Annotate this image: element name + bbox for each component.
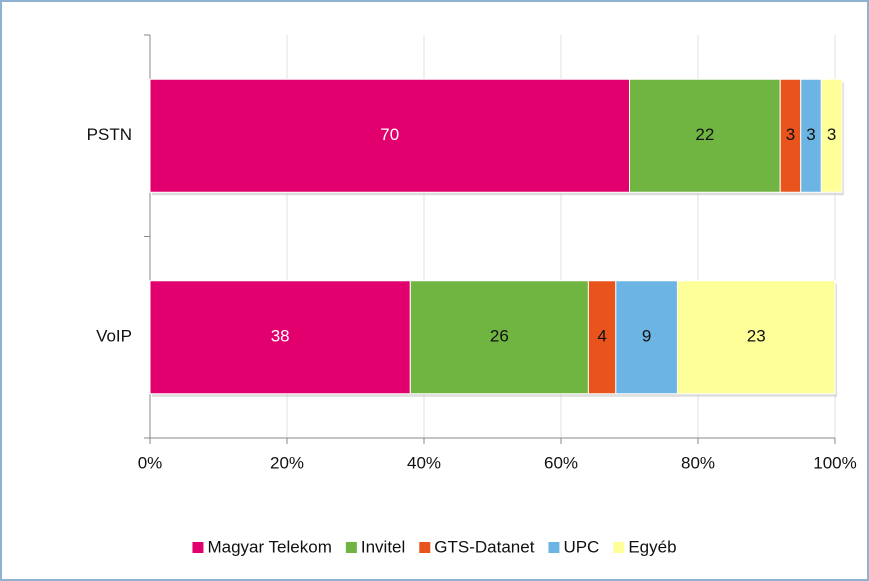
bar-segment <box>149 280 411 395</box>
y-tick-label: PSTN <box>87 125 132 144</box>
bar-segment <box>820 78 843 193</box>
data-label: 22 <box>695 125 714 144</box>
data-label: 3 <box>786 125 795 144</box>
y-tick-label: VoIP <box>96 327 132 346</box>
bar-segment <box>615 280 678 395</box>
legend: Magyar Telekom Invitel GTS-Datanet UPC Egyéb <box>192 537 677 556</box>
bar-segment <box>409 280 589 395</box>
legend-label: Magyar Telekom <box>207 537 331 556</box>
x-tick-label: 60% <box>544 453 578 472</box>
legend-swatch <box>192 542 204 553</box>
x-tick-label: 40% <box>407 453 441 472</box>
x-tick-label: 0% <box>138 453 163 472</box>
data-label: 70 <box>380 125 399 144</box>
data-label: 26 <box>490 327 509 346</box>
bar-segment <box>149 78 630 193</box>
data-label: 38 <box>271 327 290 346</box>
legend-label: Invitel <box>361 537 405 556</box>
legend-swatch <box>548 542 560 553</box>
x-tick-label: 20% <box>270 453 304 472</box>
bar-segment <box>676 280 836 395</box>
legend-swatch <box>613 542 625 553</box>
legend-label: Egyéb <box>628 537 676 556</box>
data-label: 3 <box>806 125 815 144</box>
legend-swatch <box>345 542 357 553</box>
bar-segment <box>629 78 781 193</box>
data-label: 23 <box>747 327 766 346</box>
data-label: 9 <box>642 327 651 346</box>
data-label: 4 <box>597 327 606 346</box>
x-tick-label: 100% <box>813 453 856 472</box>
data-label: 3 <box>827 125 836 144</box>
legend-swatch <box>419 542 431 553</box>
x-tick-label: 80% <box>681 453 715 472</box>
legend-label: UPC <box>563 537 599 556</box>
legend-label: GTS-Datanet <box>434 537 534 556</box>
